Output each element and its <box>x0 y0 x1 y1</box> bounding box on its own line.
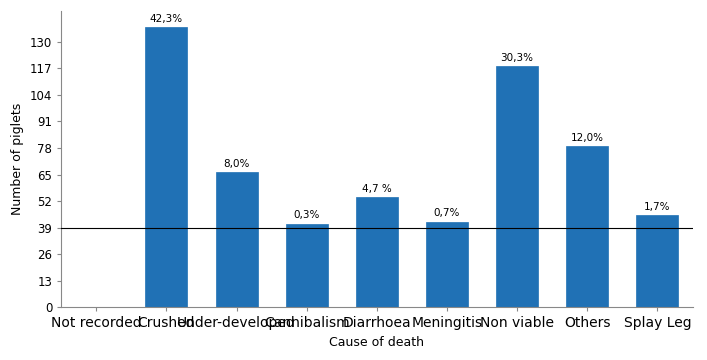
Bar <box>496 66 538 307</box>
X-axis label: Cause of death: Cause of death <box>329 336 424 349</box>
Bar <box>216 172 257 307</box>
Text: 12,0%: 12,0% <box>571 133 604 143</box>
Bar <box>356 197 398 307</box>
Bar <box>566 146 608 307</box>
Text: 30,3%: 30,3% <box>501 53 534 63</box>
Text: 1,7%: 1,7% <box>644 202 671 212</box>
Bar <box>146 27 187 307</box>
Bar <box>636 215 679 307</box>
Text: 8,0%: 8,0% <box>223 159 250 170</box>
Text: 0,3%: 0,3% <box>293 211 320 220</box>
Text: 42,3%: 42,3% <box>150 14 183 24</box>
Text: 0,7%: 0,7% <box>434 208 460 219</box>
Y-axis label: Number of piglets: Number of piglets <box>11 103 24 215</box>
Bar <box>286 224 328 307</box>
Text: 4,7 %: 4,7 % <box>362 184 392 194</box>
Bar <box>426 221 468 307</box>
